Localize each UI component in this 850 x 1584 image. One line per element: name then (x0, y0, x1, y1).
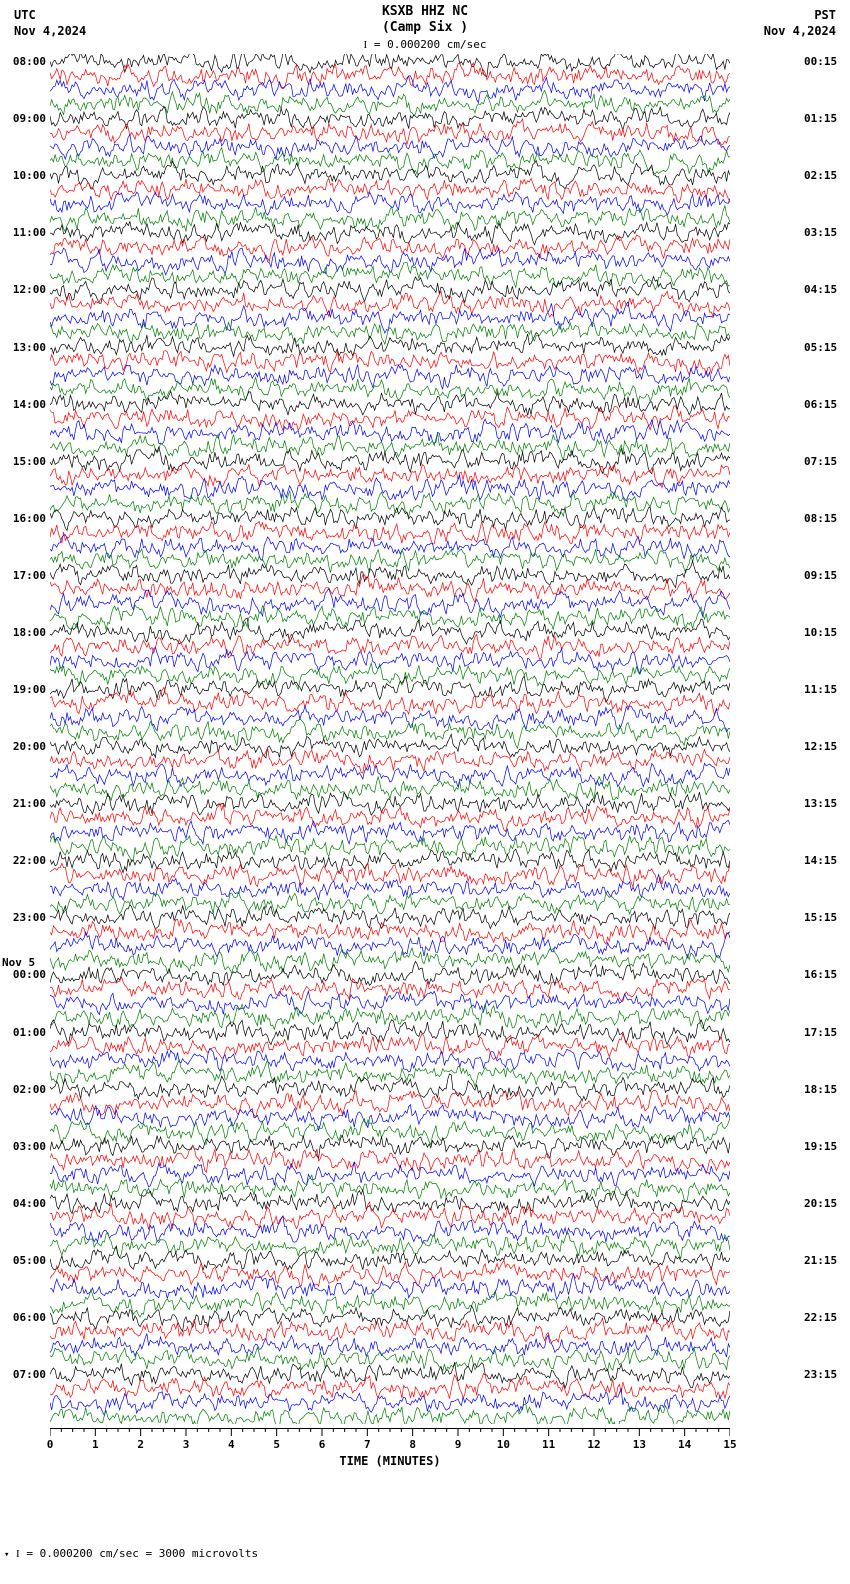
x-tick-label: 6 (319, 1438, 326, 1451)
right-hour-label: 02:15 (804, 169, 837, 182)
right-hour-label: 08:15 (804, 512, 837, 525)
scale-label: I = 0.000200 cm/sec (364, 38, 487, 51)
right-hour-label: 17:15 (804, 1026, 837, 1039)
location-title: (Camp Six ) (382, 20, 468, 35)
x-tick-label: 5 (273, 1438, 280, 1451)
x-tick-label: 9 (455, 1438, 462, 1451)
x-axis: 0123456789101112131415 TIME (MINUTES) (50, 1428, 730, 1478)
left-hour-label: 13:00 (13, 341, 46, 354)
x-tick-label: 2 (137, 1438, 144, 1451)
station-title: KSXB HHZ NC (382, 4, 468, 19)
x-axis-ticks (50, 1428, 730, 1440)
x-tick-label: 1 (92, 1438, 99, 1451)
left-hour-label: 17:00 (13, 569, 46, 582)
left-hour-label: 21:00 (13, 797, 46, 810)
header: KSXB HHZ NC (Camp Six ) I = 0.000200 cm/… (0, 0, 850, 50)
left-hour-label: 22:00 (13, 854, 46, 867)
x-tick-label: 14 (678, 1438, 691, 1451)
x-tick-label: 7 (364, 1438, 371, 1451)
x-tick-label: 4 (228, 1438, 235, 1451)
right-hour-label: 13:15 (804, 797, 837, 810)
right-hour-label: 07:15 (804, 455, 837, 468)
x-tick-label: 8 (409, 1438, 416, 1451)
right-time-labels: 00:15 01:15 02:15 03:15 04:15 05:15 06:15 07:15… (802, 54, 850, 1424)
date-right: Nov 4,2024 (764, 24, 836, 38)
left-hour-label: 19:00 (13, 683, 46, 696)
right-hour-label: 01:15 (804, 112, 837, 125)
right-hour-label: 10:15 (804, 626, 837, 639)
right-hour-label: 04:15 (804, 283, 837, 296)
left-hour-label: 09:00 (13, 112, 46, 125)
right-hour-label: 23:15 (804, 1368, 837, 1381)
left-hour-label: 18:00 (13, 626, 46, 639)
date-left: Nov 4,2024 (14, 24, 86, 38)
right-hour-label: 12:15 (804, 740, 837, 753)
left-hour-label: 11:00 (13, 226, 46, 239)
left-hour-label: 02:00 (13, 1083, 46, 1096)
seismogram-container: KSXB HHZ NC (Camp Six ) I = 0.000200 cm/… (0, 0, 850, 1584)
x-tick-label: 10 (497, 1438, 510, 1451)
x-tick-label: 0 (47, 1438, 54, 1451)
right-hour-label: 22:15 (804, 1311, 837, 1324)
right-hour-label: 15:15 (804, 911, 837, 924)
x-tick-label: 13 (633, 1438, 646, 1451)
left-hour-label: 10:00 (13, 169, 46, 182)
left-hour-label: 15:00 (13, 455, 46, 468)
left-hour-label: 06:00 (13, 1311, 46, 1324)
left-hour-label: 05:00 (13, 1254, 46, 1267)
left-hour-label: 03:00 (13, 1140, 46, 1153)
left-hour-label: 23:00 (13, 911, 46, 924)
right-hour-label: 11:15 (804, 683, 837, 696)
x-tick-label: 15 (723, 1438, 736, 1451)
plot-area (50, 54, 730, 1424)
right-hour-label: 16:15 (804, 968, 837, 981)
right-hour-label: 19:15 (804, 1140, 837, 1153)
x-tick-label: 11 (542, 1438, 555, 1451)
left-hour-label: 08:00 (13, 55, 46, 68)
right-hour-label: 21:15 (804, 1254, 837, 1267)
right-hour-label: 14:15 (804, 854, 837, 867)
left-hour-label: 00:00 (13, 968, 46, 981)
x-tick-label: 12 (587, 1438, 600, 1451)
left-hour-label: 04:00 (13, 1197, 46, 1210)
left-hour-label: 16:00 (13, 512, 46, 525)
left-hour-label: 20:00 (13, 740, 46, 753)
tz-left: UTC (14, 8, 36, 22)
right-hour-label: 05:15 (804, 341, 837, 354)
seismogram-traces (50, 54, 730, 1424)
left-time-labels: 08:00 09:00 10:00 11:00 12:00 13:00 14:00 15:00… (0, 54, 48, 1424)
left-hour-label: 14:00 (13, 398, 46, 411)
x-axis-label: TIME (MINUTES) (339, 1454, 440, 1468)
left-hour-label: 07:00 (13, 1368, 46, 1381)
tz-right: PST (814, 8, 836, 22)
right-hour-label: 20:15 (804, 1197, 837, 1210)
right-hour-label: 00:15 (804, 55, 837, 68)
right-hour-label: 03:15 (804, 226, 837, 239)
right-hour-label: 06:15 (804, 398, 837, 411)
footer-scale: ▾ I = 0.000200 cm/sec = 3000 microvolts (4, 1547, 258, 1560)
right-hour-label: 18:15 (804, 1083, 837, 1096)
right-hour-label: 09:15 (804, 569, 837, 582)
left-hour-label: 01:00 (13, 1026, 46, 1039)
left-hour-label: 12:00 (13, 283, 46, 296)
x-tick-label: 3 (183, 1438, 190, 1451)
